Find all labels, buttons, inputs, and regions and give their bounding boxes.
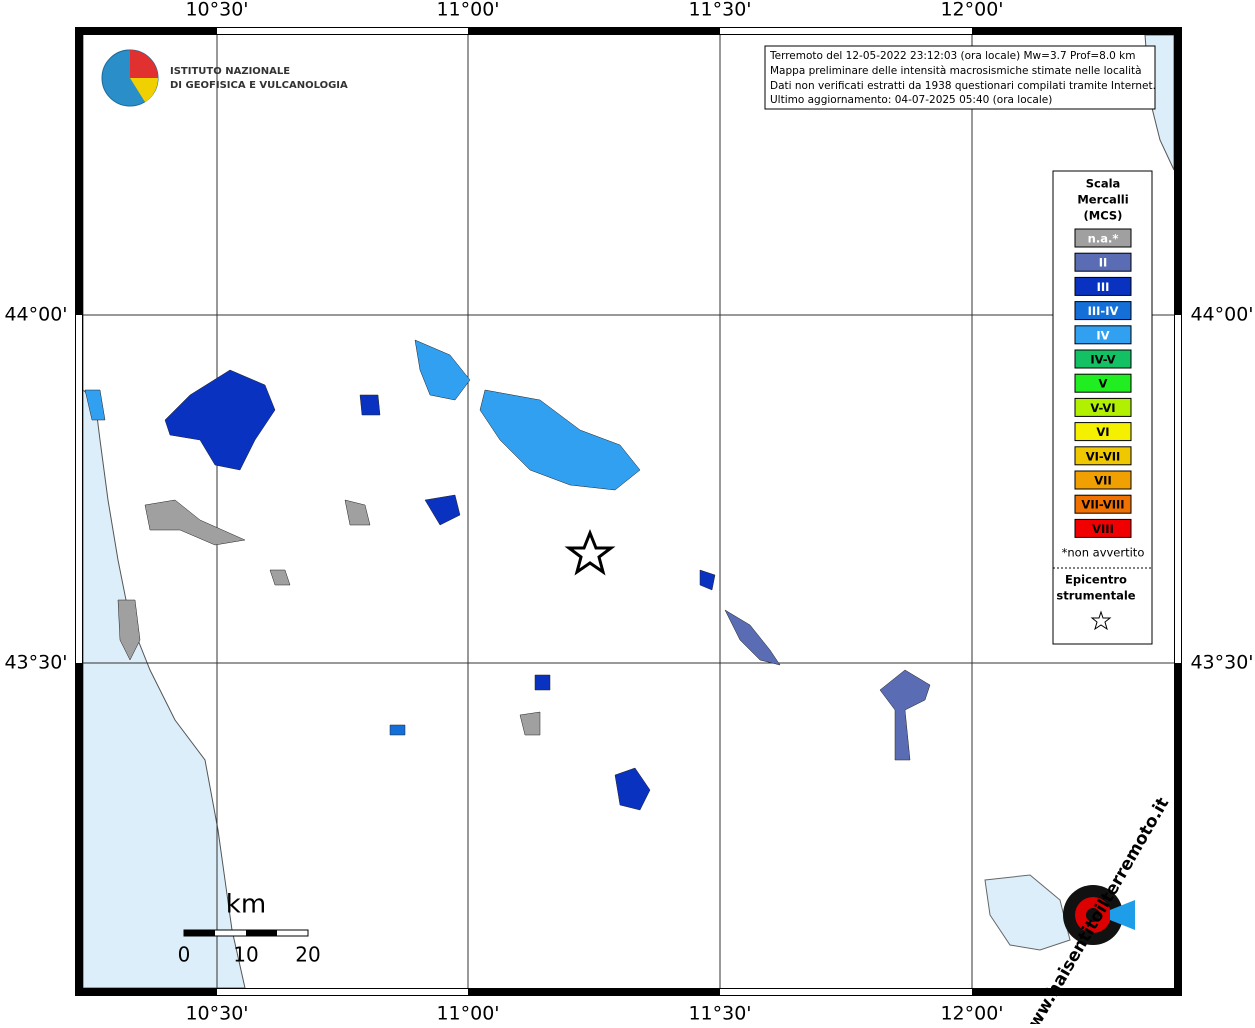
legend-swatch (1074, 518, 1132, 538)
scale-bar (184, 930, 215, 936)
info-line: Ultimo aggiornamento: 04-07-2025 05:40 (… (770, 94, 1052, 106)
institute-name: ISTITUTO NAZIONALE (170, 66, 290, 77)
legend-star (1090, 610, 1112, 631)
info-line: Terremoto del 12-05-2022 23:12:03 (ora l… (769, 50, 1135, 62)
epicenter (564, 528, 616, 576)
legend-swatch (1074, 228, 1132, 248)
site-logo (984, 874, 1071, 951)
frame-ticks (76, 28, 1181, 995)
legend-swatch (1074, 446, 1132, 466)
info-line: Dati non verificati estratti da 1938 que… (770, 80, 1156, 92)
scale-unit: km (226, 890, 266, 920)
legend-epicenter: strumentale (1056, 589, 1135, 603)
axis-label: 43°30' (1190, 652, 1253, 674)
axis-label: 12°00' (940, 1003, 1003, 1025)
legend-label: IV-V (1090, 353, 1115, 367)
legend-epicenter: Epicentro (1065, 573, 1127, 587)
axis-label: 11°00' (436, 0, 499, 21)
legend-label: VIII (1092, 522, 1114, 536)
legend-swatch (1074, 349, 1132, 369)
site-logo (1086, 908, 1100, 922)
scale-bar (246, 930, 277, 936)
legend-label: V (1099, 377, 1108, 391)
legend-swatch (1074, 301, 1132, 321)
legend-swatch (1074, 325, 1132, 345)
axis-label: 43°30' (4, 652, 67, 674)
legend-label: VI (1096, 425, 1109, 439)
scale-label: 0 (178, 943, 191, 967)
axis-label: 11°30' (688, 1003, 751, 1025)
legend-swatch (1074, 252, 1132, 272)
legend-title: Scala (1086, 177, 1121, 191)
legend-swatch (1074, 470, 1132, 490)
axis-label: 10°30' (185, 1003, 248, 1025)
legend-label: VII-VIII (1081, 498, 1124, 512)
scale-label: 20 (295, 943, 320, 967)
institute-name: DI GEOFISICA E VULCANOLOGIA (170, 80, 348, 91)
legend-swatch (1074, 494, 1132, 514)
axis-label: 11°00' (436, 1003, 499, 1025)
info-box (764, 45, 1156, 110)
axis-label: 11°30' (688, 0, 751, 21)
legend-note: *non avvertito (1062, 546, 1145, 560)
legend-label: V-VI (1090, 401, 1115, 415)
legend-swatch (1074, 276, 1132, 296)
site-logo (1110, 900, 1135, 930)
ingv-logo (130, 50, 158, 78)
intensity-areas (84, 339, 931, 811)
graticule (83, 35, 1174, 988)
axis-label: 44°00' (1190, 304, 1253, 326)
legend-label: II (1099, 256, 1108, 270)
legend-label: III-IV (1088, 304, 1119, 318)
legend-label: n.a.* (1088, 232, 1119, 246)
scale-label: 10 (233, 943, 258, 967)
legend-swatch (1074, 422, 1132, 442)
legend-swatch (1074, 373, 1132, 393)
ingv-logo (130, 78, 159, 102)
axis-label: 44°00' (4, 304, 67, 326)
axis-label: 12°00' (940, 0, 1003, 21)
info-line: Mappa preliminare delle intensità macros… (770, 65, 1142, 77)
legend-label: IV (1096, 328, 1109, 342)
legend-label: III (1097, 280, 1110, 294)
axis-label: 10°30' (185, 0, 248, 21)
legend-swatch (1074, 397, 1132, 417)
legend-label: VII (1094, 474, 1111, 488)
legend-label: VI-VII (1086, 449, 1121, 463)
legend-title: Mercalli (1077, 193, 1128, 207)
legend-title: (MCS) (1084, 209, 1123, 223)
